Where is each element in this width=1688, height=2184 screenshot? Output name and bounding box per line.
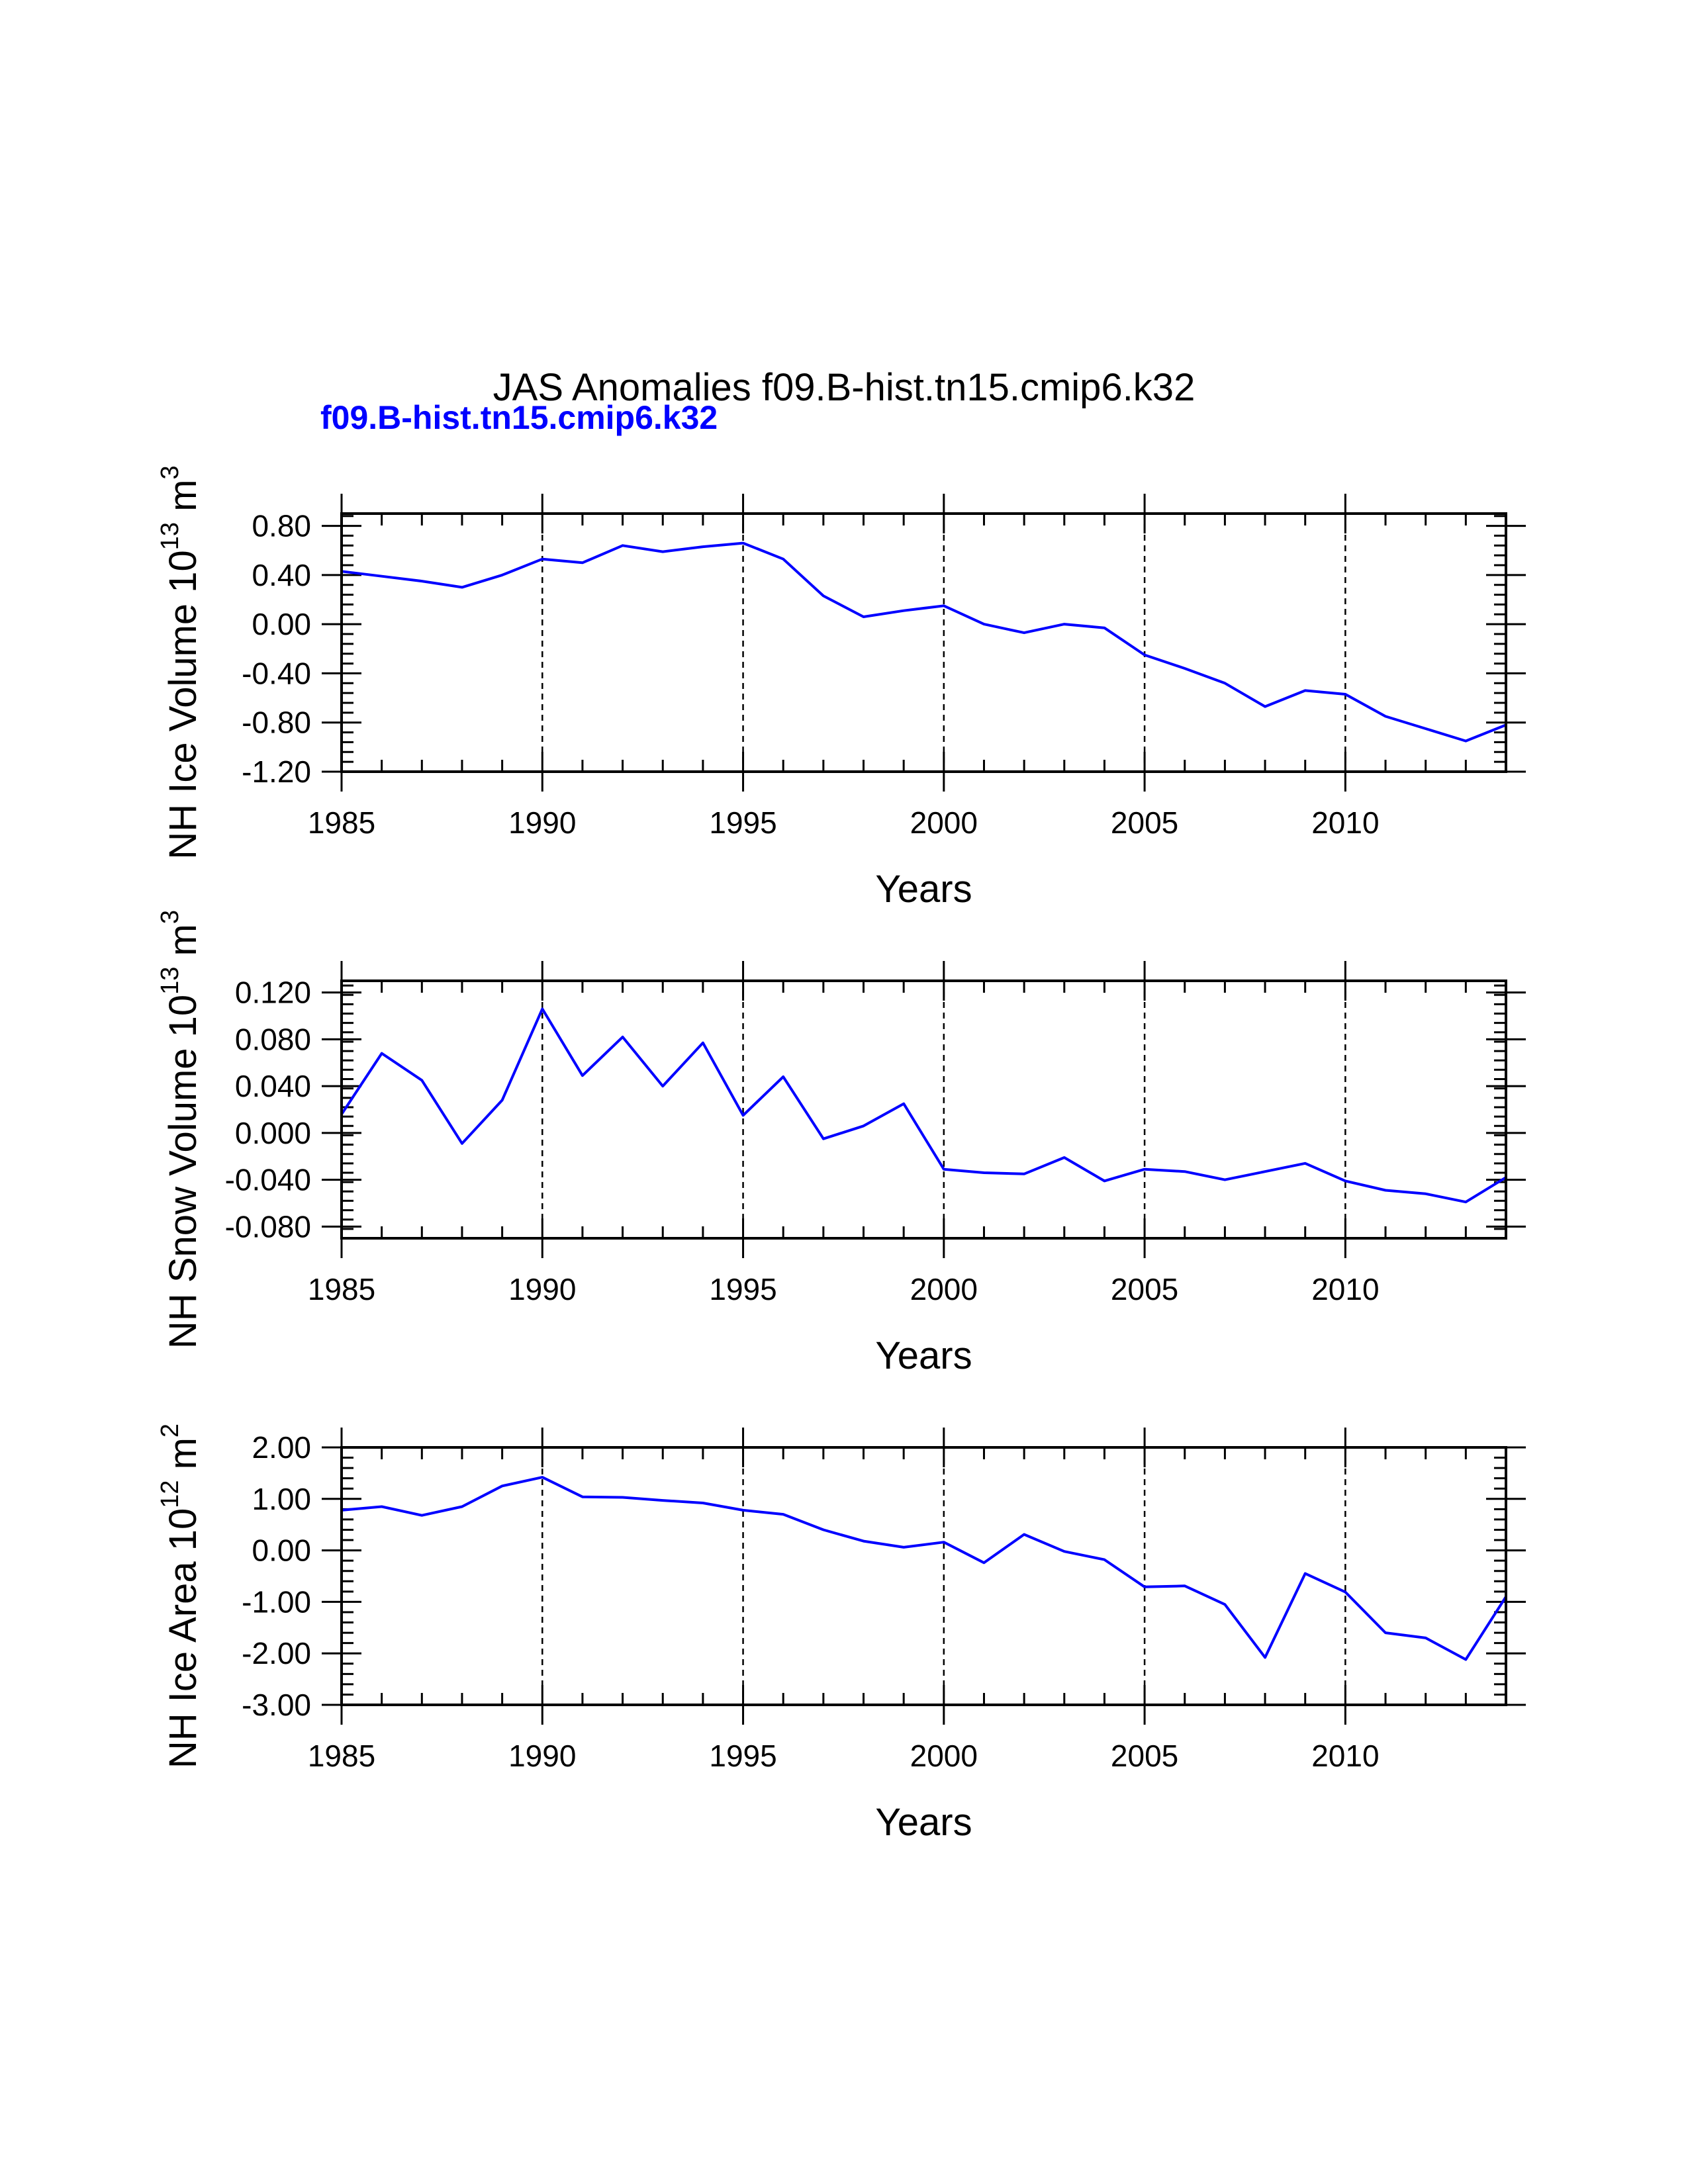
x-tick-label: 2000 bbox=[910, 1739, 978, 1773]
y-tick-label: 0.40 bbox=[252, 558, 311, 592]
y-tick-label: -1.00 bbox=[242, 1584, 311, 1619]
y-tick-label: 2.00 bbox=[252, 1430, 311, 1465]
y-axis-title-superscript: 3 bbox=[156, 910, 184, 924]
y-axis-title-part: NH Snow Volume 10 bbox=[162, 995, 205, 1349]
y-tick-label: 1.00 bbox=[252, 1482, 311, 1516]
plot-frame bbox=[340, 512, 1507, 773]
y-tick-label: 0.040 bbox=[235, 1069, 311, 1103]
y-axis-title-part: m bbox=[162, 479, 205, 522]
y-axis-title-superscript: 12 bbox=[156, 1480, 184, 1508]
y-tick-label: -0.080 bbox=[225, 1209, 311, 1244]
series-line bbox=[341, 541, 1507, 743]
panels: 1985 1990 1995 2000 2005 2010 -1.20 -0.80 -0.40 0… bbox=[156, 465, 1526, 1844]
x-tick-label: 1995 bbox=[709, 1739, 776, 1773]
y-tick-label: 0.00 bbox=[252, 607, 311, 641]
x-tick-label: 2010 bbox=[1311, 1272, 1379, 1306]
series-legend-label: f09.B-hist.tn15.cmip6.k32 bbox=[320, 399, 718, 436]
y-tick-label: 0.080 bbox=[235, 1022, 311, 1056]
x-tick-label: 2000 bbox=[910, 805, 978, 840]
x-tick-label: 2005 bbox=[1111, 1272, 1178, 1306]
x-tick-label: 1990 bbox=[508, 805, 576, 840]
x-axis-title: Years bbox=[875, 1801, 972, 1844]
y-tick-label: -0.40 bbox=[242, 656, 311, 690]
x-tick-label: 2010 bbox=[1311, 805, 1379, 840]
y-tick-label: -0.80 bbox=[242, 705, 311, 740]
y-axis-title-part: m bbox=[162, 1437, 205, 1480]
y-axis-title-superscript: 2 bbox=[156, 1424, 184, 1437]
x-tick-label: 1985 bbox=[308, 1739, 375, 1773]
y-axis-title-superscript: 13 bbox=[156, 967, 184, 995]
series-line bbox=[340, 1007, 1507, 1204]
y-axis-title-superscript: 13 bbox=[156, 522, 184, 550]
plot-frame bbox=[340, 1446, 1507, 1706]
panel-1: 1985 1990 1995 2000 2005 2010 -1.20 -0.80 -0.40 0… bbox=[156, 465, 1526, 911]
y-tick-label: -0.040 bbox=[225, 1163, 311, 1197]
x-tick-label: 1985 bbox=[308, 805, 375, 840]
y-axis-title: NH Ice Area 1012 m2 bbox=[156, 1424, 205, 1768]
x-tick-label: 1990 bbox=[508, 1272, 576, 1306]
x-tick-label: 1995 bbox=[709, 805, 776, 840]
y-axis-title-part: NH Ice Area 10 bbox=[162, 1508, 205, 1768]
y-tick-label: -2.00 bbox=[242, 1636, 311, 1670]
y-axis-title: NH Ice Volume 1013 m3 bbox=[156, 465, 205, 859]
x-tick-label: 1985 bbox=[308, 1272, 375, 1306]
y-axis-title-part: m bbox=[162, 924, 205, 966]
y-axis-title-part: NH Ice Volume 10 bbox=[162, 550, 205, 859]
plot-frame bbox=[340, 979, 1507, 1240]
series-line bbox=[341, 1476, 1507, 1661]
y-tick-label: 0.000 bbox=[235, 1116, 311, 1150]
x-tick-label: 2005 bbox=[1111, 1739, 1178, 1773]
y-axis-title: NH Snow Volume 1013 m3 bbox=[156, 910, 205, 1349]
y-tick-label: 0.120 bbox=[235, 976, 311, 1010]
panel-3: 1985 1990 1995 2000 2005 2010 -3.00 -2.00 -1.00 0… bbox=[156, 1424, 1526, 1844]
y-tick-label: -3.00 bbox=[242, 1688, 311, 1722]
y-tick-label: -1.20 bbox=[242, 754, 311, 789]
x-tick-label: 2010 bbox=[1311, 1739, 1379, 1773]
y-tick-label: 0.00 bbox=[252, 1533, 311, 1568]
x-tick-label: 2005 bbox=[1111, 805, 1178, 840]
x-tick-label: 1995 bbox=[709, 1272, 776, 1306]
y-axis-title-superscript: 3 bbox=[156, 465, 184, 479]
y-tick-label: 0.80 bbox=[252, 509, 311, 543]
x-axis-title: Years bbox=[875, 868, 972, 911]
x-axis-title: Years bbox=[875, 1334, 972, 1377]
x-tick-label: 2000 bbox=[910, 1272, 978, 1306]
panel-2: 1985 1990 1995 2000 2005 2010 -0.080 -0.040 0.00… bbox=[156, 910, 1526, 1377]
x-tick-label: 1990 bbox=[508, 1739, 576, 1773]
figure-title: JAS Anomalies f09.B-hist.tn15.cmip6.k32 bbox=[493, 366, 1196, 409]
